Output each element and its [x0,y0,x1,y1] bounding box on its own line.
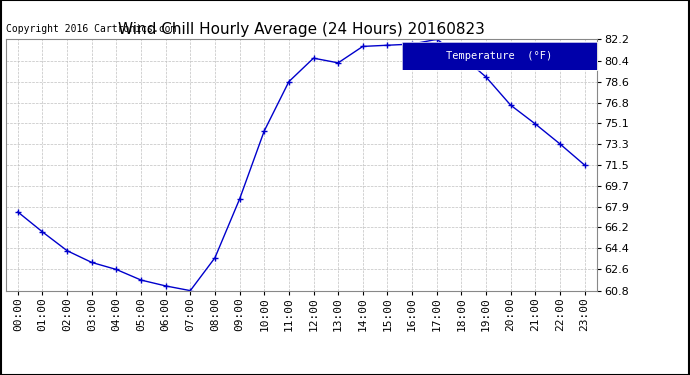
Text: Copyright 2016 Cartronics.com: Copyright 2016 Cartronics.com [6,24,176,34]
Title: Wind Chill Hourly Average (24 Hours) 20160823: Wind Chill Hourly Average (24 Hours) 201… [118,22,484,37]
